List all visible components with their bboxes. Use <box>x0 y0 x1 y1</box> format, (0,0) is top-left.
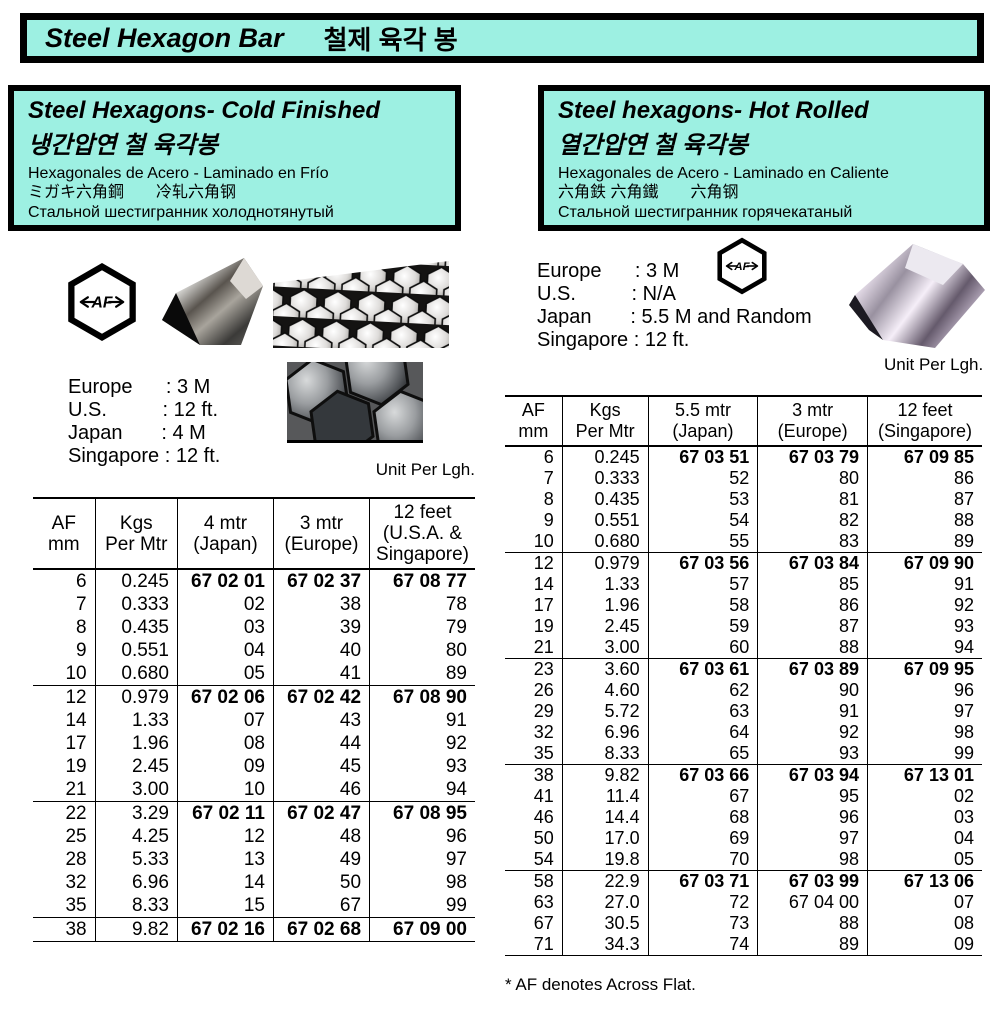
svg-text:AF: AF <box>91 295 113 312</box>
svg-text:AF: AF <box>733 261 750 273</box>
